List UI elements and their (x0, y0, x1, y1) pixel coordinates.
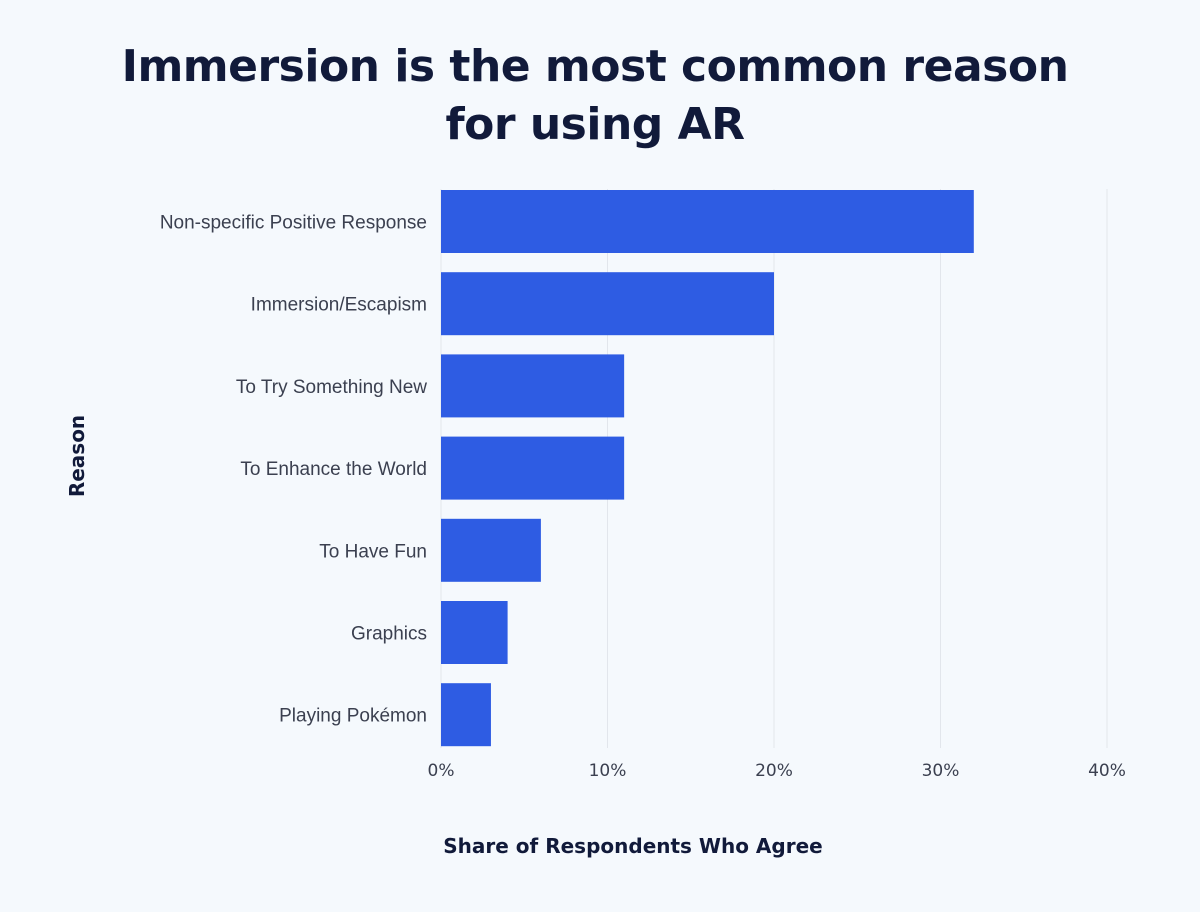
category-label: To Try Something New (236, 377, 427, 398)
bar (441, 601, 508, 664)
x-tick-label: 40% (1088, 761, 1126, 781)
x-tick-label: 10% (589, 761, 627, 781)
category-label: Graphics (351, 624, 427, 645)
category-label: Non-specific Positive Response (160, 213, 427, 234)
bar (441, 190, 974, 253)
bar (441, 272, 774, 336)
y-axis-title: Reason (65, 415, 89, 497)
chart-title: Immersion is the most common reason for … (0, 38, 1190, 154)
x-tick-label: 0% (428, 761, 455, 781)
category-label: Playing Pokémon (279, 706, 427, 727)
bar (441, 436, 625, 500)
x-tick-label: 30% (922, 761, 960, 781)
category-label: To Have Fun (319, 541, 427, 562)
bars (441, 190, 974, 747)
chart-title-line-1: Immersion is the most common reason (121, 41, 1069, 92)
x-tick-labels: 0% 10% 20% 30% 40% (428, 761, 1126, 781)
category-label: To Enhance the World (240, 459, 427, 480)
x-tick-label: 20% (755, 761, 793, 781)
bar (441, 518, 541, 582)
chart-title-line-2: for using AR (445, 99, 745, 150)
category-labels: Non-specific Positive Response Immersion/… (160, 213, 427, 727)
bar (441, 683, 491, 747)
bar (441, 354, 625, 418)
category-label: Immersion/Escapism (251, 295, 427, 316)
x-axis-title: Share of Respondents Who Agree (443, 834, 822, 858)
